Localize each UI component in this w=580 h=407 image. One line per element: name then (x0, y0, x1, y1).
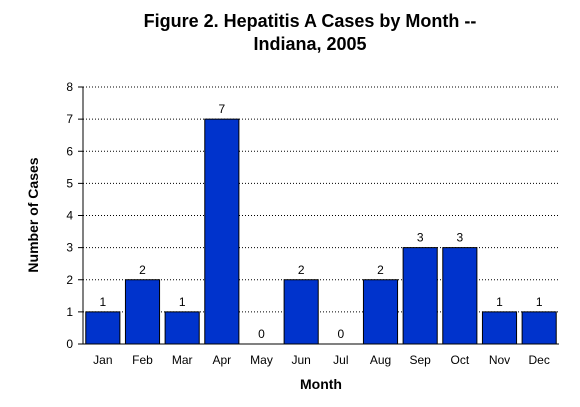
data-label-feb: 2 (139, 263, 146, 277)
y-tick-label: 4 (66, 209, 73, 223)
grid-lines (83, 86, 559, 313)
x-axis-title: Month (300, 376, 342, 392)
y-tick-label: 3 (66, 241, 73, 255)
x-tick-label-apr: Apr (212, 353, 231, 367)
y-tick-label: 8 (66, 80, 73, 94)
x-tick-label-jul: Jul (333, 353, 348, 367)
x-tick-label-aug: Aug (370, 353, 391, 367)
y-tick-label: 5 (66, 176, 73, 190)
bar-jun (283, 279, 319, 345)
data-label-dec: 1 (536, 295, 543, 309)
y-tick-label: 0 (66, 337, 73, 351)
x-tick-label-jan: Jan (93, 353, 112, 367)
x-tick-label-may: May (250, 353, 273, 367)
data-label-mar: 1 (179, 295, 186, 309)
y-tick-label: 1 (66, 305, 73, 319)
chart-title-line-2: Indiana, 2005 (253, 34, 367, 54)
bar-feb (124, 279, 161, 345)
data-label-sep: 3 (417, 231, 424, 245)
axes (78, 86, 559, 345)
y-tick-label: 7 (66, 112, 73, 126)
bar-sep (402, 247, 438, 345)
x-tick-label-feb: Feb (132, 353, 153, 367)
y-tick-label: 2 (66, 273, 73, 287)
data-label-jan: 1 (99, 295, 106, 309)
data-label-apr: 7 (218, 102, 225, 116)
bar-oct (442, 247, 478, 345)
x-tick-label-mar: Mar (172, 353, 193, 367)
data-label-jun: 2 (298, 263, 305, 277)
bar-aug (362, 279, 399, 345)
data-labels: 1 2 1 7 0 2 0 2 3 3 1 1 (99, 102, 542, 341)
x-tick-label-dec: Dec (528, 353, 549, 367)
data-label-may: 0 (258, 327, 265, 341)
y-tick-label: 6 (66, 144, 73, 158)
chart-title-line-1: Figure 2. Hepatitis A Cases by Month -- (143, 11, 477, 31)
bar-apr (204, 118, 240, 345)
x-tick-label-jun: Jun (291, 353, 310, 367)
x-tick-label-nov: Nov (489, 353, 510, 367)
bar-jan (85, 311, 121, 345)
x-tick-labels: Jan Feb Mar Apr May Jun Jul Aug Sep Oct Nov Dec (93, 353, 550, 367)
x-tick-label-sep: Sep (409, 353, 431, 367)
bars (85, 118, 557, 345)
bar-mar (164, 311, 200, 345)
data-label-oct: 3 (456, 231, 463, 245)
chart-title: Figure 2. Hepatitis A Cases by Month -- … (0, 10, 580, 56)
data-label-nov: 1 (496, 295, 503, 309)
x-tick-label-oct: Oct (450, 353, 469, 367)
bar-nov (481, 311, 518, 345)
bar-dec (521, 311, 557, 345)
y-tick-labels: 0 1 2 3 4 5 6 7 8 (66, 80, 73, 351)
data-label-aug: 2 (377, 263, 384, 277)
data-label-jul: 0 (337, 327, 344, 341)
y-axis-title: Number of Cases (25, 157, 41, 272)
